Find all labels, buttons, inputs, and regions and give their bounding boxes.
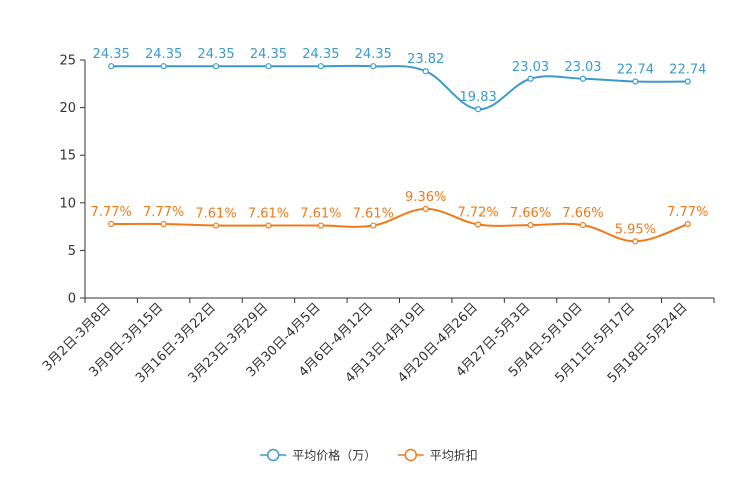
data-point[interactable] bbox=[475, 221, 482, 228]
data-label: 23.82 bbox=[407, 52, 444, 67]
data-label: 7.61% bbox=[248, 207, 289, 222]
data-label: 7.61% bbox=[195, 207, 236, 222]
y-tick-label: 5 bbox=[68, 244, 76, 259]
data-point[interactable] bbox=[579, 221, 587, 229]
data-point[interactable] bbox=[684, 78, 691, 85]
data-label: 23.03 bbox=[564, 60, 601, 75]
data-label: 9.36% bbox=[405, 190, 446, 205]
data-point[interactable] bbox=[579, 75, 587, 82]
data-point[interactable] bbox=[370, 63, 377, 70]
data-point[interactable] bbox=[527, 75, 534, 82]
data-label: 7.77% bbox=[91, 205, 132, 220]
data-point[interactable] bbox=[265, 63, 272, 70]
legend-swatch-marker[interactable] bbox=[404, 448, 417, 462]
data-label: 24.35 bbox=[145, 47, 182, 62]
data-label: 22.74 bbox=[617, 63, 654, 78]
data-label: 19.83 bbox=[460, 90, 497, 105]
data-point[interactable] bbox=[212, 63, 220, 70]
data-point[interactable] bbox=[684, 220, 691, 228]
y-tick-label: 25 bbox=[59, 54, 76, 69]
data-point[interactable] bbox=[632, 78, 639, 85]
data-point[interactable] bbox=[370, 222, 377, 229]
y-tick-label: 0 bbox=[68, 292, 76, 307]
data-point[interactable] bbox=[108, 63, 115, 70]
y-tick-label: 15 bbox=[59, 149, 76, 164]
data-point[interactable] bbox=[212, 222, 220, 229]
data-point[interactable] bbox=[317, 63, 324, 70]
y-tick-label: 10 bbox=[59, 196, 76, 211]
data-label: 7.77% bbox=[143, 205, 184, 220]
data-label: 24.35 bbox=[250, 47, 287, 62]
legend-label[interactable]: 平均折扣 bbox=[430, 448, 478, 463]
data-point[interactable] bbox=[475, 106, 482, 113]
series-line-2 bbox=[111, 207, 689, 243]
data-label: 24.35 bbox=[197, 47, 234, 62]
data-label: 7.66% bbox=[562, 206, 603, 221]
data-label: 7.66% bbox=[510, 206, 551, 221]
y-tick-label: 20 bbox=[59, 101, 76, 116]
data-label: 7.77% bbox=[667, 205, 708, 220]
data-label: 23.03 bbox=[512, 60, 549, 75]
data-point[interactable] bbox=[632, 238, 639, 245]
data-label: 5.95% bbox=[615, 222, 656, 237]
data-point[interactable] bbox=[160, 220, 167, 228]
data-label: 24.35 bbox=[302, 47, 339, 62]
data-label: 22.74 bbox=[669, 63, 706, 78]
data-point[interactable] bbox=[422, 205, 429, 212]
data-label: 7.61% bbox=[353, 207, 394, 222]
data-label: 24.35 bbox=[355, 47, 392, 62]
data-point[interactable] bbox=[422, 68, 429, 75]
data-point[interactable] bbox=[108, 220, 115, 228]
legend-swatch-marker[interactable] bbox=[267, 448, 280, 462]
data-point[interactable] bbox=[265, 222, 272, 229]
legend-label[interactable]: 平均价格（万） bbox=[292, 448, 376, 463]
data-label: 24.35 bbox=[93, 47, 130, 62]
data-point[interactable] bbox=[527, 221, 534, 229]
data-label: 7.72% bbox=[457, 206, 498, 221]
data-point[interactable] bbox=[317, 222, 324, 229]
data-label: 7.61% bbox=[300, 207, 341, 222]
data-point[interactable] bbox=[160, 63, 167, 70]
